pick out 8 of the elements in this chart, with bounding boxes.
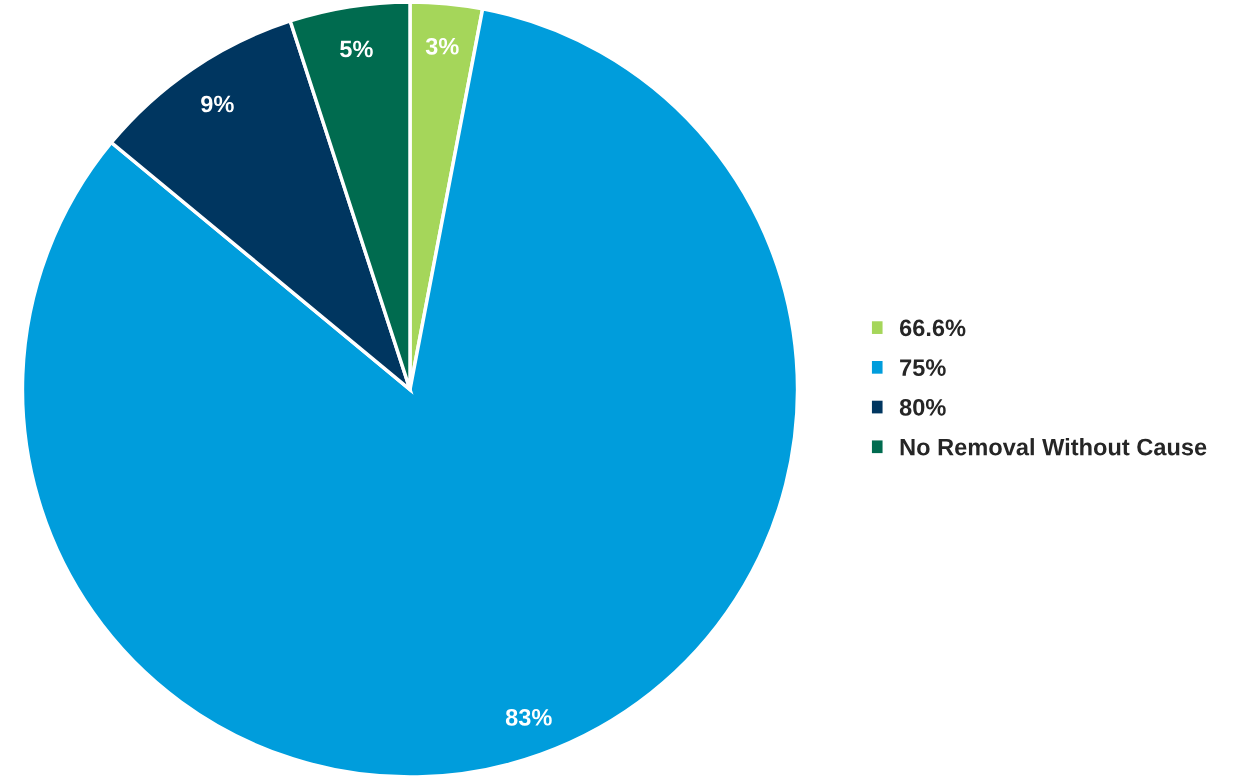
data-label: 3% [425, 37, 459, 55]
legend-label: 80% [899, 398, 946, 416]
legend-label: 66.6% [899, 319, 966, 337]
legend-label: No Removal Without Cause [900, 438, 1207, 456]
data-label: 5% [340, 40, 373, 58]
legend-label: 75% [900, 359, 946, 376]
data-label: 83% [505, 708, 552, 726]
data-label: 9% [201, 95, 234, 113]
